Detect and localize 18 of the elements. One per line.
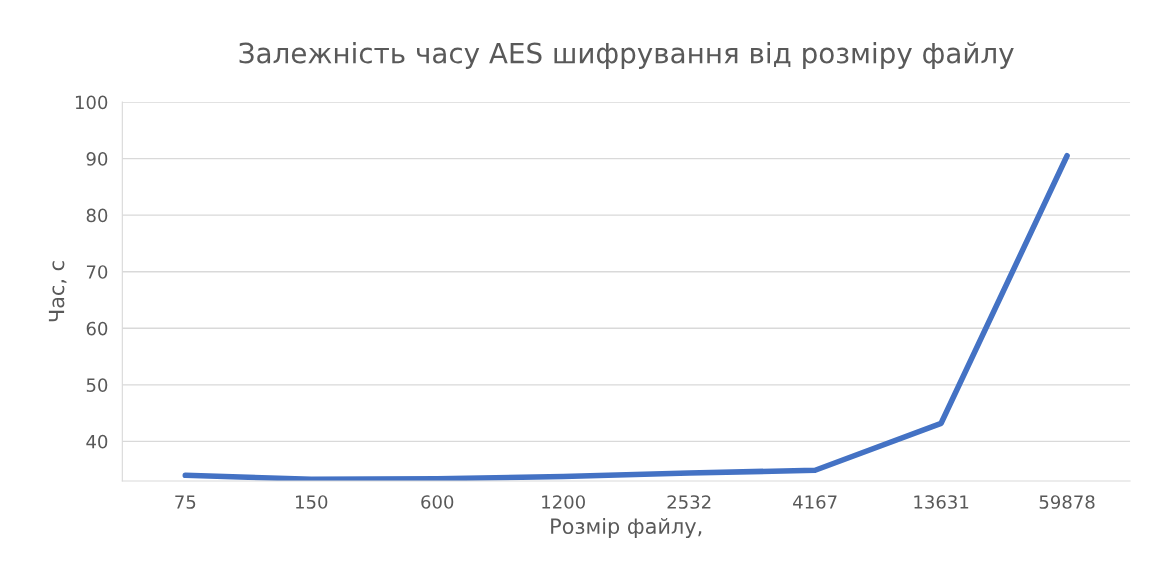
- y-tick-label: 90: [86, 152, 108, 166]
- x-tick-label: 13631: [914, 495, 969, 509]
- y-tick-label: 80: [86, 208, 108, 223]
- x-tick-label: 75: [175, 495, 196, 509]
- chart-title: Залежність часу AES шифрування від розміру файлу: [239, 42, 1014, 69]
- y-tick-label: 100: [75, 95, 108, 110]
- x-tick-label: 2532: [667, 495, 711, 509]
- x-axis-title: Розмір файлу,: [551, 517, 702, 539]
- y-axis-title: Час, с: [48, 261, 67, 322]
- x-tick-label: 4167: [793, 495, 837, 509]
- y-tick-label: 40: [86, 434, 108, 449]
- y-tick-label: 50: [86, 378, 108, 392]
- x-tick-label: 59878: [1039, 495, 1095, 509]
- x-tick-label: 1200: [542, 495, 585, 509]
- x-tick-label: 150: [296, 495, 328, 509]
- y-tick-label: 70: [86, 265, 108, 279]
- x-tick-label: 600: [421, 495, 454, 509]
- y-tick-label: 60: [86, 321, 108, 336]
